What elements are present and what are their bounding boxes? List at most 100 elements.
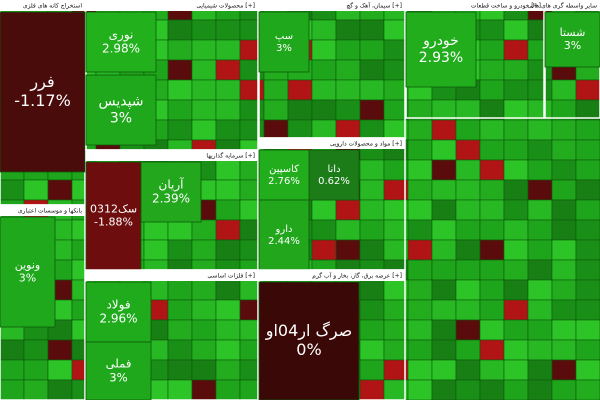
stock-tile [359, 199, 385, 221]
stock-tile [479, 79, 505, 101]
stock-tile [239, 99, 265, 121]
stock-tile [407, 259, 433, 281]
stock-tile [359, 79, 385, 101]
stock-tile [191, 219, 217, 241]
stock-tile [287, 119, 313, 141]
stock-tile [455, 199, 481, 221]
stock-tile [407, 359, 433, 381]
stock-tile [263, 99, 289, 121]
stock-tile [479, 379, 505, 400]
stock-tile [503, 219, 529, 241]
stock-tile [191, 119, 217, 141]
tile-change: 2.93% [419, 50, 463, 66]
stock-tile [191, 299, 217, 321]
stock-tile [167, 319, 193, 341]
stock-tile [503, 359, 529, 381]
stock-tile [287, 99, 313, 121]
stock-tile [503, 39, 529, 61]
tile-change: 3% [564, 39, 581, 52]
stock-tile [503, 279, 529, 301]
stock-tile [359, 279, 385, 301]
stock-tile [143, 219, 169, 241]
stock-tile [455, 99, 481, 121]
stock-tile [359, 159, 385, 181]
stock-tile [479, 119, 505, 141]
stock-tile [575, 379, 600, 400]
stock-tile [359, 379, 385, 400]
stock-tile [503, 99, 529, 121]
stock-tile [167, 279, 193, 301]
tile-change: -1.88% [94, 216, 133, 229]
stock-tile [431, 139, 457, 161]
stock-tile [455, 159, 481, 181]
stock-tile [575, 199, 600, 221]
tile-change: 2.44% [268, 236, 300, 247]
stock-tile [455, 279, 481, 301]
sector-header: استخراج کانه های فلزی [23, 3, 82, 10]
stock-tile [335, 119, 361, 141]
stock-tile [527, 179, 553, 201]
stock-tile [215, 59, 241, 81]
stock-tile [575, 179, 600, 201]
stock-tile [455, 259, 481, 281]
tile-label: دارو [275, 224, 293, 235]
tile [140, 161, 202, 223]
stock-tile [359, 319, 385, 341]
stock-tile [455, 299, 481, 321]
stock-tile [23, 339, 49, 361]
stock-tile [0, 359, 25, 381]
stock-tile [551, 239, 577, 261]
tile-change: 2.76% [268, 176, 300, 187]
stock-tile [191, 79, 217, 101]
stock-tile [503, 179, 529, 201]
stock-tile [551, 279, 577, 301]
stock-tile [455, 239, 481, 261]
stock-tile [503, 139, 529, 161]
stock-tile [407, 159, 433, 181]
stock-tile [575, 359, 600, 381]
stock-tile [575, 319, 600, 341]
stock-tile [311, 219, 337, 241]
stock-tile [551, 359, 577, 381]
stock-tile [407, 99, 433, 121]
stock-tile [359, 339, 385, 361]
tile-label: فولاد [106, 297, 130, 312]
tile-label: شپدیس [98, 94, 143, 110]
stock-tile [551, 139, 577, 161]
stock-tile [0, 179, 25, 201]
sector-header-bg [86, 270, 258, 281]
stock-tile [527, 119, 553, 141]
tile [0, 216, 56, 328]
stock-tile [479, 299, 505, 321]
stock-tile [575, 339, 600, 361]
tile [85, 11, 157, 73]
tile-label: کاسپین [269, 164, 299, 175]
stock-tile [407, 139, 433, 161]
stock-tile [479, 279, 505, 301]
stock-tile [455, 339, 481, 361]
tile-change: 3% [109, 370, 127, 384]
stock-tile [359, 239, 385, 261]
stock-tile [551, 99, 577, 121]
stock-tile [527, 239, 553, 261]
stock-tile [479, 59, 505, 81]
tile-change: 2.96% [99, 312, 137, 326]
sector-header-bg [0, 205, 85, 216]
stock-tile [47, 359, 73, 381]
tile-change: 2.39% [152, 192, 190, 206]
sector-header: خودرو و ساخت قطعات [+] [471, 3, 541, 10]
stock-tile [575, 299, 600, 321]
stock-tile [167, 19, 193, 41]
stock-tile [407, 319, 433, 341]
stock-tile [503, 239, 529, 261]
stock-tile [431, 99, 457, 121]
stock-tile [335, 239, 361, 261]
sector-header-bg [259, 138, 405, 149]
stock-tile [215, 379, 241, 400]
stock-tile [527, 99, 553, 121]
stock-tile [263, 79, 289, 101]
stock-tile [47, 179, 73, 201]
stock-tile [527, 359, 553, 381]
tile [0, 11, 86, 173]
stock-tile [263, 119, 289, 141]
